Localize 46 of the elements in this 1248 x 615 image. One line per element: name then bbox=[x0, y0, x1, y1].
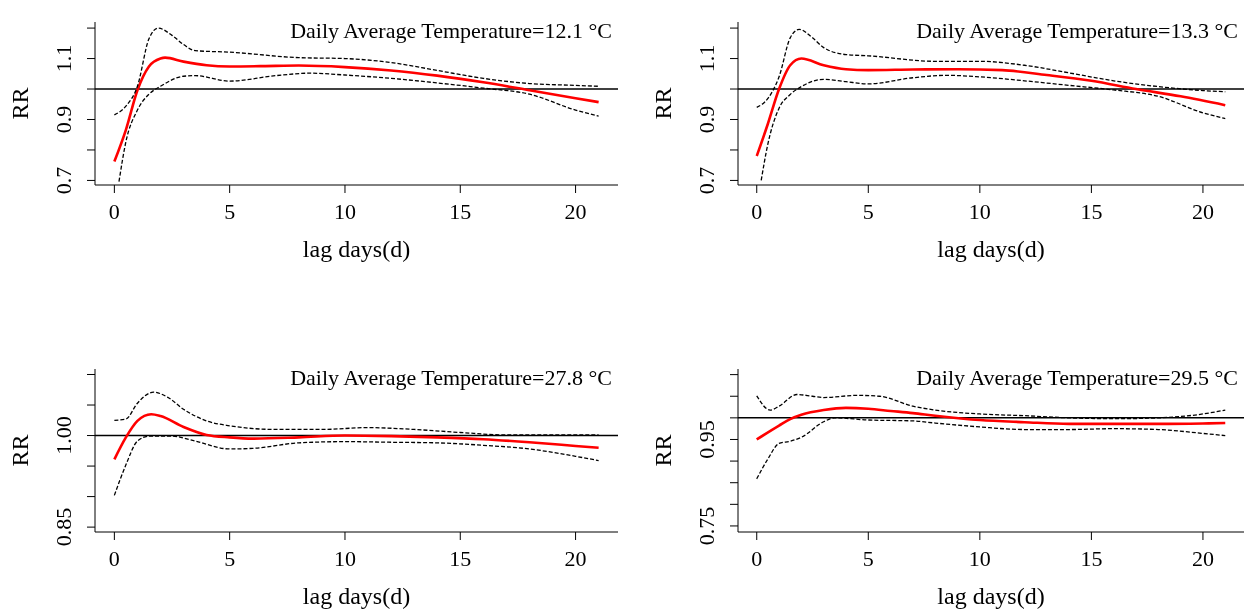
y-tick-label: 0.75 bbox=[694, 506, 719, 546]
x-tick-label: 20 bbox=[1191, 199, 1214, 224]
x-tick-label: 15 bbox=[1080, 199, 1103, 224]
line-series bbox=[113, 412, 600, 461]
x-tick-label: 10 bbox=[333, 199, 356, 224]
x-tick-label: 5 bbox=[224, 546, 236, 571]
chart-title: Daily Average Temperature=12.1 °C bbox=[290, 18, 612, 44]
y-tick-label: 0.9 bbox=[694, 105, 719, 134]
y-tick-label: 1.00 bbox=[51, 416, 76, 455]
x-axis-title: lag days(d) bbox=[937, 583, 1045, 609]
y-axis-title: RR bbox=[649, 434, 677, 467]
x-tick-label: 15 bbox=[449, 546, 472, 571]
y-tick-label: 0.85 bbox=[51, 507, 76, 547]
y-axis-title: RR bbox=[6, 87, 34, 120]
x-tick-label: 5 bbox=[862, 199, 874, 224]
x-axis-title: lag days(d) bbox=[302, 236, 411, 262]
y-tick-label: 1.1 bbox=[694, 44, 719, 73]
y-axis-title: RR bbox=[6, 434, 34, 467]
chart-title: Daily Average Temperature=29.5 °C bbox=[916, 365, 1238, 391]
x-tick-label: 10 bbox=[968, 546, 991, 571]
x-tick-label: 0 bbox=[751, 199, 763, 224]
x-tick-label: 10 bbox=[968, 199, 991, 224]
line-series bbox=[755, 406, 1227, 441]
y-tick-label: 1.1 bbox=[51, 44, 76, 73]
x-tick-label: 5 bbox=[862, 546, 874, 571]
x-tick-label: 20 bbox=[1191, 546, 1214, 571]
x-axis-title: lag days(d) bbox=[937, 236, 1045, 262]
x-tick-label: 20 bbox=[564, 546, 587, 571]
x-tick-label: 15 bbox=[449, 199, 472, 224]
x-tick-label: 15 bbox=[1080, 546, 1103, 571]
x-tick-label: 10 bbox=[333, 546, 356, 571]
chart-title: Daily Average Temperature=27.8 °C bbox=[290, 365, 612, 391]
y-tick-label: 0.7 bbox=[694, 166, 719, 195]
x-tick-label: 5 bbox=[224, 199, 236, 224]
x-tick-label: 0 bbox=[108, 199, 120, 224]
chart-title: Daily Average Temperature=13.3 °C bbox=[916, 18, 1238, 44]
y-tick-label: 0.7 bbox=[51, 166, 76, 195]
line-series bbox=[755, 57, 1227, 158]
y-tick-label: 0.9 bbox=[51, 105, 76, 134]
x-tick-label: 0 bbox=[751, 546, 763, 571]
line-series bbox=[113, 56, 600, 163]
x-axis-title: lag days(d) bbox=[302, 583, 411, 609]
y-axis-title: RR bbox=[649, 87, 677, 120]
x-tick-label: 0 bbox=[108, 546, 120, 571]
x-tick-label: 20 bbox=[564, 199, 587, 224]
y-tick-label: 0.95 bbox=[694, 420, 719, 459]
